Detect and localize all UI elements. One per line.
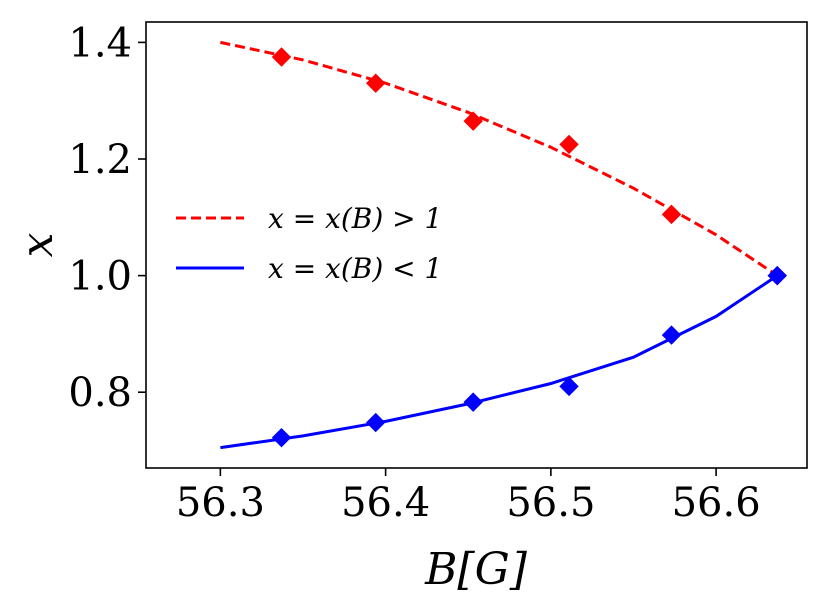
legend: x = x(B) > 1 x = x(B) < 1 [176, 202, 442, 285]
series-line-0 [220, 40, 779, 277]
data-point-marker [463, 392, 483, 412]
x-tick-label: 56.6 [672, 480, 761, 526]
y-tick-label: 1.2 [68, 137, 132, 183]
data-point-marker [559, 376, 579, 397]
data-point-marker [661, 204, 682, 225]
x-tick-label: 56.5 [506, 480, 595, 526]
plot-frame [145, 21, 808, 469]
legend-label-blue: x = x(B) < 1 [268, 252, 442, 285]
series-layer [220, 40, 787, 450]
y-tick-label: 1.4 [68, 20, 132, 66]
data-point-marker [559, 134, 579, 155]
data-point-marker [463, 111, 483, 131]
series-line-1 [220, 274, 779, 450]
data-point-marker [661, 325, 682, 345]
axis-ticks: 56.3 56.4 56.5 56.6 0.8 1.0 1.2 1.4 [68, 20, 760, 526]
data-point-marker [271, 427, 292, 448]
y-axis-label: x [12, 232, 63, 257]
data-point-marker [271, 47, 292, 67]
x-tick-label: 56.4 [341, 480, 430, 526]
data-point-marker [365, 73, 386, 93]
x-axis-label: B[G] [424, 544, 528, 595]
legend-label-red: x = x(B) > 1 [268, 202, 442, 235]
data-point-marker [365, 412, 386, 433]
data-point-marker [767, 265, 787, 286]
x-tick-label: 56.3 [176, 480, 265, 526]
y-tick-label: 0.8 [68, 370, 132, 416]
y-tick-label: 1.0 [68, 254, 132, 300]
